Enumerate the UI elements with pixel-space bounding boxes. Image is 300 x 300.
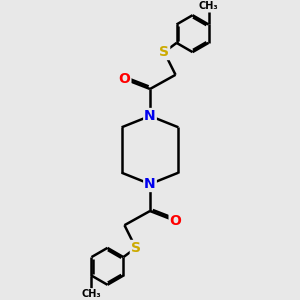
Text: O: O (169, 214, 181, 228)
Text: N: N (144, 109, 156, 123)
Text: N: N (144, 177, 156, 191)
Text: CH₃: CH₃ (199, 1, 218, 11)
Text: S: S (131, 241, 141, 255)
Text: O: O (118, 72, 130, 86)
Text: S: S (159, 45, 169, 59)
Text: CH₃: CH₃ (82, 289, 101, 299)
